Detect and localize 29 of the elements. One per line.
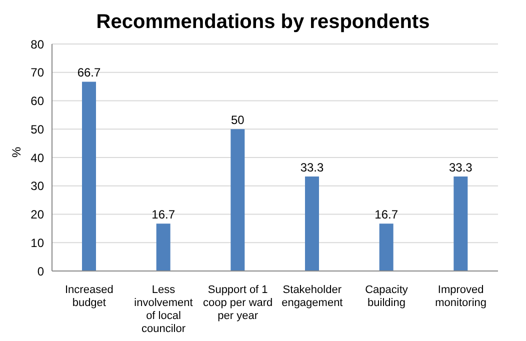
data-label: 16.7 bbox=[152, 208, 176, 222]
y-tick-label: 70 bbox=[30, 66, 44, 80]
x-tick-label: Less involvement of local councilor bbox=[134, 284, 193, 335]
data-label: 16.7 bbox=[374, 208, 398, 222]
y-tick-label: 60 bbox=[30, 94, 44, 108]
y-tick-label: 40 bbox=[30, 150, 44, 165]
chart-title: Recommendations by respondents bbox=[95, 10, 431, 35]
bar bbox=[454, 176, 468, 271]
bar bbox=[305, 176, 319, 271]
y-tick-label: 10 bbox=[30, 236, 44, 250]
data-label: 33.3 bbox=[300, 160, 324, 175]
x-tick-label: Support of 1 coop per ward per year bbox=[202, 284, 273, 322]
y-tick-label: 0 bbox=[37, 264, 44, 278]
bar bbox=[379, 224, 394, 271]
y-tick-label: 80 bbox=[30, 37, 44, 52]
bar bbox=[156, 224, 170, 271]
data-label: 50 bbox=[230, 113, 245, 128]
x-tick-label: Increased budget bbox=[65, 284, 114, 309]
y-tick-label: 20 bbox=[30, 208, 44, 222]
x-tick-label: Stakeholder engagement bbox=[282, 284, 343, 309]
data-label: 66.7 bbox=[77, 66, 101, 80]
x-tick-label: Improved monitoring bbox=[435, 284, 487, 309]
y-tick-label: 30 bbox=[30, 179, 44, 194]
x-tick-label: Capacity building bbox=[365, 284, 408, 309]
y-tick-label: 50 bbox=[30, 122, 44, 136]
bar bbox=[82, 82, 96, 271]
data-label: 33.3 bbox=[448, 160, 473, 175]
bar bbox=[230, 129, 245, 271]
y-axis-title: % bbox=[9, 146, 24, 158]
